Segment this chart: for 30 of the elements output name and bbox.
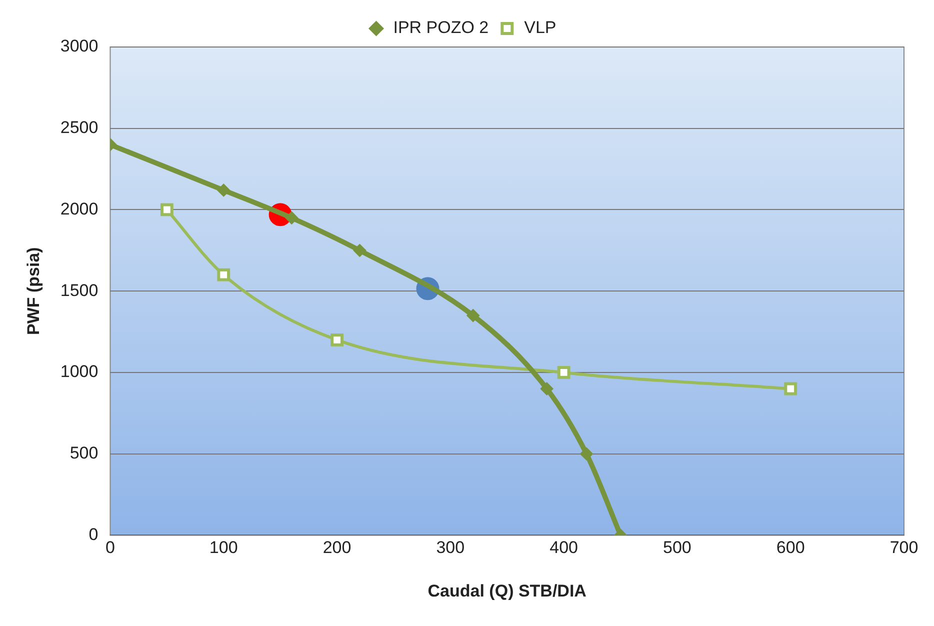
legend-label: IPR POZO 2 — [393, 18, 489, 38]
y-tick-label: 3000 — [60, 36, 98, 56]
point — [285, 211, 298, 224]
point — [557, 366, 570, 379]
y-tick-label: 1000 — [60, 362, 98, 382]
point — [330, 333, 344, 346]
y-axis-title: PWF (psia) — [24, 247, 43, 336]
y-tick-label: 2000 — [60, 199, 98, 218]
point — [353, 244, 366, 257]
legend-label: VLP — [524, 18, 556, 38]
x-tick-label: 0 — [105, 538, 115, 558]
y-tick-label: 0 — [88, 524, 98, 544]
point — [466, 309, 480, 322]
point — [217, 184, 230, 197]
y-tick-label: 500 — [70, 444, 98, 463]
x-axis-title: Caudal (Q) STB/DIA — [428, 581, 586, 600]
point — [580, 447, 593, 460]
y-tick-label: 2500 — [60, 118, 98, 138]
point — [540, 382, 554, 396]
x-tick-label: 100 — [209, 538, 238, 558]
x-tick-label: 400 — [550, 538, 578, 558]
x-tick-label: 700 — [890, 538, 918, 558]
point — [160, 203, 174, 216]
x-tick-label: 500 — [663, 538, 692, 558]
x-tick-label: 600 — [776, 538, 805, 558]
point — [784, 382, 798, 396]
point — [217, 268, 230, 282]
x-tick-label: 200 — [322, 538, 352, 558]
x-tick-label: 300 — [436, 538, 465, 558]
y-tick-label: 1500 — [60, 280, 98, 300]
